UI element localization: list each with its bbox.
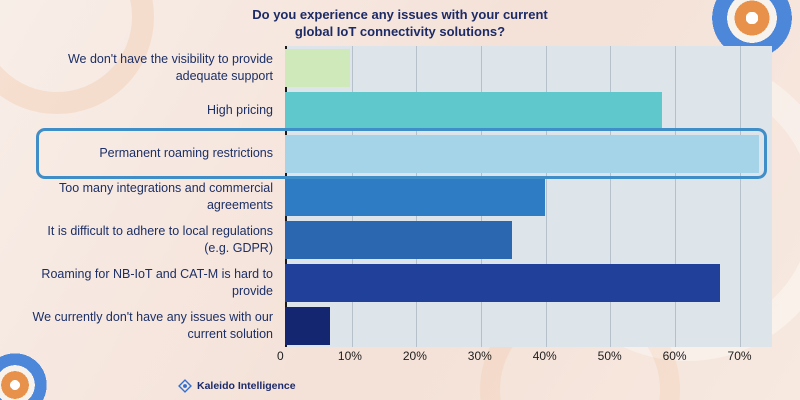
chart-row: We don't have the visibility to provide … [32,46,772,89]
category-label: We don't have the visibility to provide … [67,52,273,83]
bar-track [285,218,772,261]
x-tick-label: 10% [337,349,362,363]
bar-track [285,132,772,175]
x-tick-label: 50% [597,349,622,363]
chart-row: High pricing [32,89,772,132]
kaleido-logo-icon [178,379,192,393]
bar-track [285,89,772,132]
x-axis-ticks: 0 10% 20% 30% 40% 50% 60% 70% [277,349,772,367]
category-label: Roaming for NB-IoT and CAT-M is hard to … [41,267,273,298]
category-label: We currently don't have any issues with … [32,310,273,341]
x-tick-label: 0 [276,349,284,363]
x-tick-label: 70% [727,349,752,363]
gridline [675,46,676,347]
chart-row: It is difficult to adhere to local regul… [32,218,772,261]
gridline [610,46,612,347]
bar-track [285,46,772,89]
chart-title: Do you experience any issues with your c… [0,7,800,41]
bar [285,263,721,302]
bar [285,306,331,345]
chart-rows: We don't have the visibility to provide … [32,46,772,347]
bar [285,134,759,173]
x-tick-label: 30% [467,349,492,363]
bar-track [285,261,772,304]
gridline [545,46,547,347]
x-tick-label: 20% [402,349,427,363]
bar [285,91,662,130]
chart-row: Too many integrations and commercial agr… [32,175,772,218]
bar [285,177,545,216]
bar [285,220,513,259]
bar [285,48,350,87]
category-label: High pricing [206,103,273,118]
bar-chart: We don't have the visibility to provide … [32,46,772,368]
bar-track [285,175,772,218]
highlight-box [36,128,767,179]
gridline [739,46,741,347]
x-tick-label: 60% [662,349,687,363]
chart-row: Roaming for NB-IoT and CAT-M is hard to … [32,261,772,304]
category-label: Too many integrations and commercial agr… [59,181,273,212]
category-label: It is difficult to adhere to local regul… [47,224,273,255]
category-label: Permanent roaming restrictions [99,146,273,161]
brand-name: Kaleido Intelligence [197,380,296,392]
x-tick-label: 40% [532,349,557,363]
brand-footer: Kaleido Intelligence [178,379,296,393]
chart-title-text: Do you experience any issues with your c… [252,7,548,39]
chart-row: Permanent roaming restrictions [32,132,772,175]
bar-track [285,304,772,347]
chart-row: We currently don't have any issues with … [32,304,772,347]
